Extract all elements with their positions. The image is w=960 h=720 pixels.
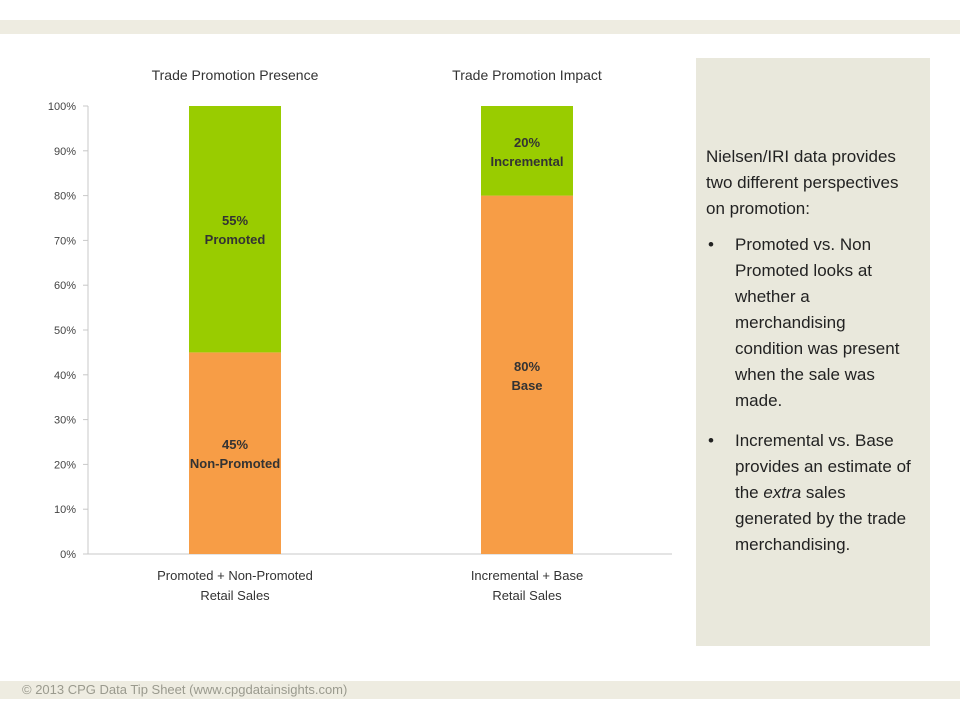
footer-band [0, 681, 960, 699]
y-tick-label: 10% [54, 504, 76, 516]
data-label-name: Promoted [205, 232, 266, 247]
bullet-mark: • [708, 235, 714, 254]
y-tick-label: 70% [54, 235, 76, 247]
y-tick-label: 30% [54, 415, 76, 427]
side-panel: Nielsen/IRI data provides two different … [696, 58, 930, 646]
bar-segment-promoted [189, 106, 281, 353]
x-category-label: Retail Sales [200, 588, 270, 603]
x-axis-labels: Promoted + Non-Promoted Retail Sales Incre… [157, 568, 583, 603]
stacked-bar-chart: 0% 10% 20% 30% 40% 50% 60% 70% 80% 90% 100% 45% Non… [48, 67, 672, 603]
data-label-name: Incremental [491, 154, 564, 169]
y-tick-label: 40% [54, 370, 76, 382]
bullet-mark: • [708, 431, 714, 450]
chart-titles: Trade Promotion Presence Trade Promotion … [152, 67, 602, 83]
bullet-incremental-text-before: Incremental vs. Base provides an estimat… [735, 431, 911, 502]
data-label-pct: 55% [222, 213, 248, 228]
y-tick-label: 90% [54, 146, 76, 158]
top-band [0, 20, 960, 34]
bars: 45% Non-Promoted 55% Promoted 80% Base 20% Incr… [189, 106, 573, 554]
y-tick-label: 80% [54, 191, 76, 203]
data-label-name: Base [511, 378, 542, 393]
x-category-label: Incremental + Base [471, 568, 583, 583]
data-label-pct: 45% [222, 437, 248, 452]
bullet-incremental-emphasis: extra [763, 483, 802, 502]
x-category-label: Promoted + Non-Promoted [157, 568, 313, 583]
chart-title: Trade Promotion Presence [152, 67, 319, 83]
footer-copyright: © 2013 CPG Data Tip Sheet (www.cpgdatain… [22, 682, 348, 697]
data-label-pct: 80% [514, 359, 540, 374]
data-label-name: Non-Promoted [190, 456, 280, 471]
y-tick-label: 0% [60, 549, 76, 561]
bullet-incremental: • Incremental vs. Base provides an estim… [706, 428, 916, 558]
bullet-promoted: • Promoted vs. Non Promoted looks at whe… [706, 232, 916, 414]
y-tick-label: 60% [54, 280, 76, 292]
y-tick-label: 50% [54, 325, 76, 337]
bullet-incremental-text-after: sales generated by the trade merchandisi… [735, 483, 907, 554]
y-axis: 0% 10% 20% 30% 40% 50% 60% 70% 80% 90% 100% [48, 101, 672, 561]
bar-segment-base [481, 195, 573, 554]
x-category-label: Retail Sales [492, 588, 562, 603]
bullet-incremental-text: Incremental vs. Base provides an estimat… [735, 431, 911, 554]
bar-segment-incremental [481, 106, 573, 196]
bullet-promoted-text: Promoted vs. Non Promoted looks at wheth… [735, 235, 900, 410]
data-label-pct: 20% [514, 135, 540, 150]
chart-title: Trade Promotion Impact [452, 67, 602, 83]
y-tick-label: 20% [54, 459, 76, 471]
y-tick-label: 100% [48, 101, 76, 113]
side-intro: Nielsen/IRI data provides two different … [706, 147, 899, 218]
bar-segment-non-promoted [189, 352, 281, 554]
